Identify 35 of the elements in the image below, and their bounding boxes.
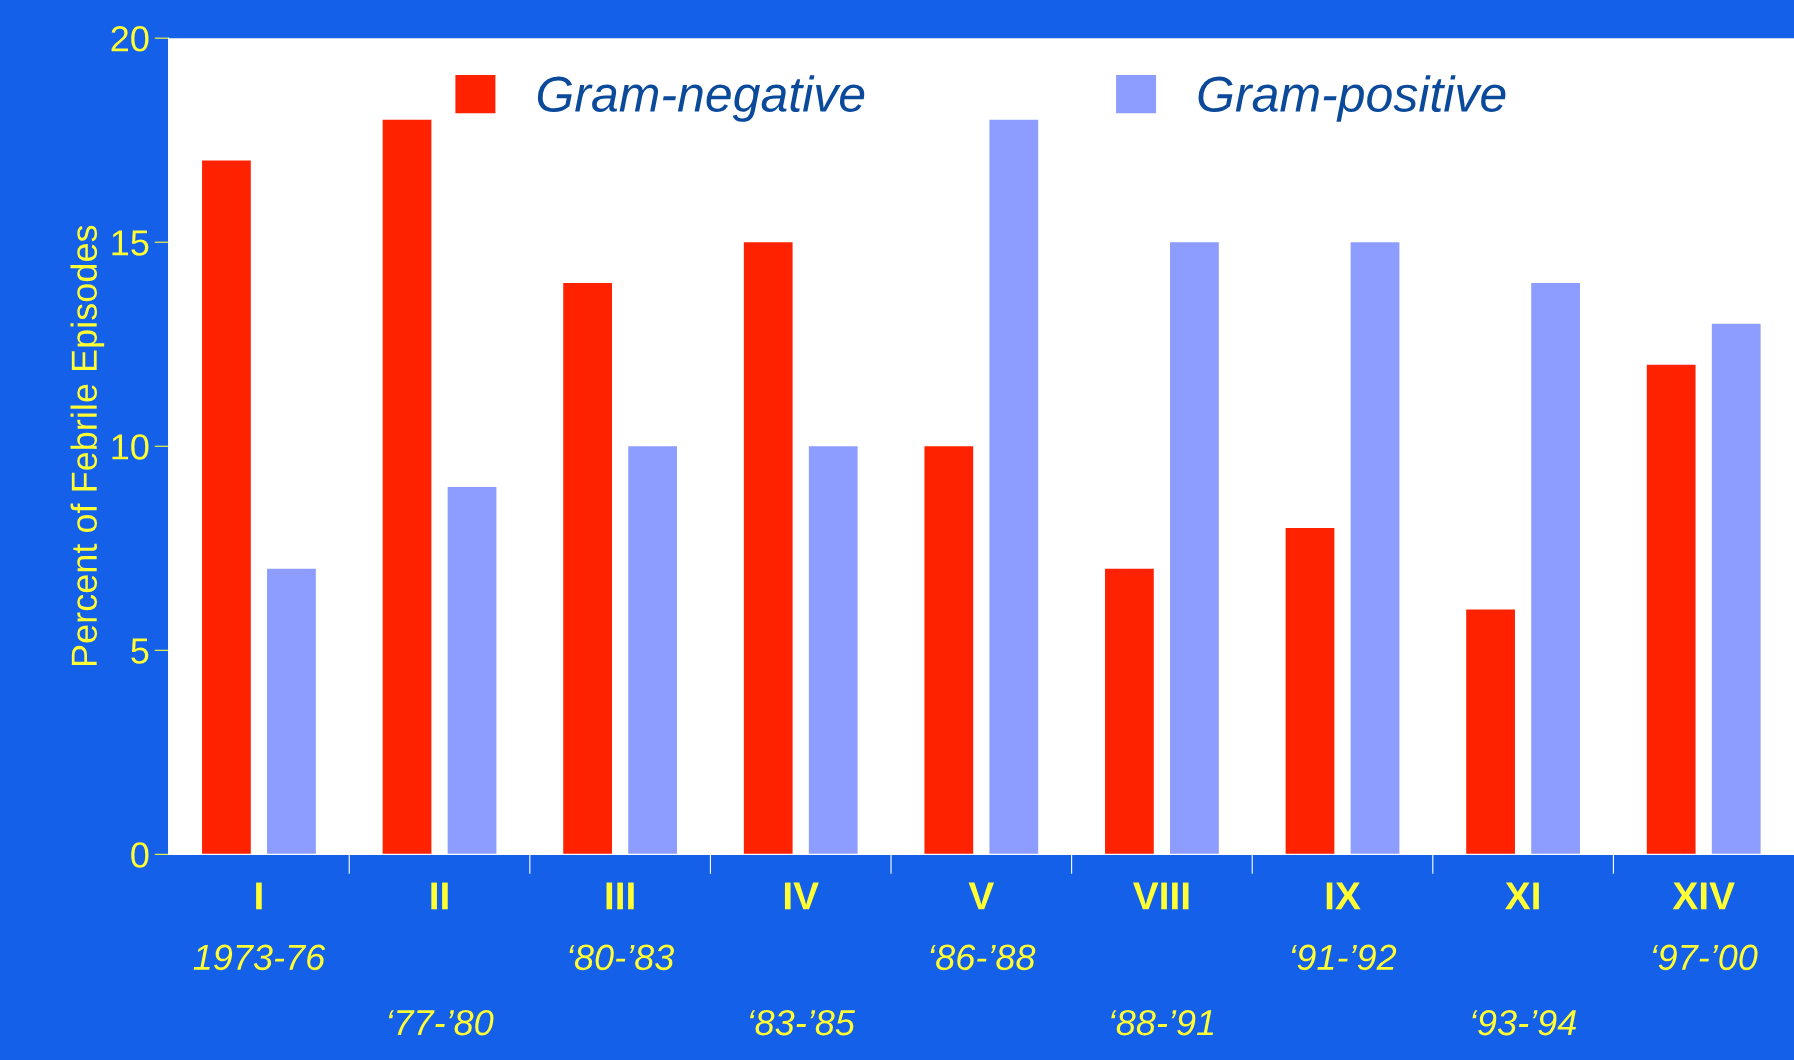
bar <box>628 446 678 855</box>
bar <box>382 119 432 855</box>
bar <box>1466 609 1515 855</box>
bar <box>808 446 858 855</box>
category-label: XI ‘93-’94 <box>1472 882 1576 1036</box>
legend-label: Gram-negative <box>537 75 865 122</box>
bar <box>1711 323 1761 855</box>
bar <box>989 119 1039 855</box>
x-tick-label: I 1973-76 <box>193 882 326 971</box>
y-tick-label: 10 <box>112 434 149 460</box>
legend-label: Gram-positive <box>1198 75 1506 122</box>
bar <box>1170 242 1219 855</box>
y-tick-label: 15 <box>112 230 149 256</box>
bar <box>1105 568 1154 855</box>
bar <box>447 487 497 855</box>
category-label: VIII ‘88-’91 <box>1111 882 1214 1036</box>
bar <box>924 446 974 855</box>
bar <box>743 242 793 855</box>
y-axis-title: Percent of Febrile Episodes <box>70 225 105 666</box>
category-label: IV ‘83-’85 <box>750 882 856 1036</box>
x-tick-label: XIV ‘97-’00 <box>1653 882 1758 971</box>
bar <box>1285 527 1335 855</box>
bar <box>563 283 612 855</box>
x-tick-label: III ‘80-’83 <box>569 882 675 971</box>
y-tick-label: 0 <box>131 842 149 868</box>
y-tick-label: 5 <box>131 638 149 664</box>
bar <box>202 160 251 855</box>
bar <box>1531 283 1580 855</box>
category-label: II ‘77-’80 <box>388 882 494 1036</box>
x-tick-label: V ‘86-’88 <box>930 882 1036 971</box>
y-tick-label: 20 <box>111 26 149 52</box>
bar <box>1350 242 1400 855</box>
x-tick-label: IX ‘91-’92 <box>1291 882 1397 971</box>
bar <box>267 568 316 855</box>
bar <box>1646 364 1696 855</box>
